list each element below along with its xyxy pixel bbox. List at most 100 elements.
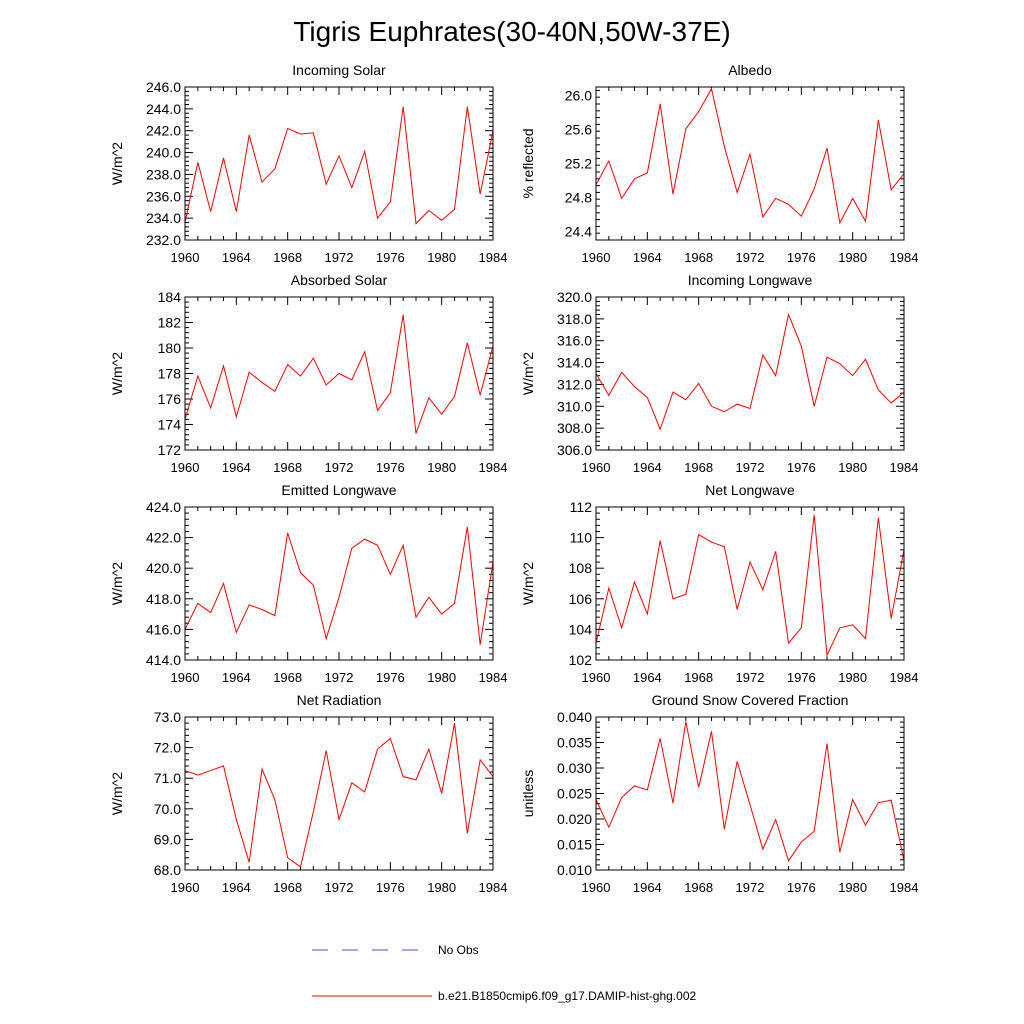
y-tick-label: 312.0 (557, 376, 592, 392)
x-tick-label: 1968 (684, 880, 713, 895)
x-tick-label: 1968 (684, 460, 713, 475)
legend-label-model: b.e21.B1850cmip6.f09_g17.DAMIP-hist-ghg.… (438, 989, 696, 1003)
x-tick-label: 1960 (171, 250, 200, 265)
x-tick-label: 1960 (171, 670, 200, 685)
x-tick-label: 1960 (582, 460, 611, 475)
y-tick-label: 416.0 (146, 621, 181, 637)
series-line (595, 514, 905, 658)
y-tick-label: 112 (570, 499, 593, 515)
x-tick-label: 1968 (684, 250, 713, 265)
plot-frame (184, 86, 494, 241)
x-tick-label: 1964 (633, 880, 662, 895)
y-axis-label: % reflected (520, 128, 536, 198)
x-tick-label: 1980 (427, 880, 456, 895)
x-tick-label: 1960 (171, 460, 200, 475)
y-tick-label: 24.8 (565, 190, 592, 206)
x-tick-label: 1984 (890, 460, 919, 475)
chart-panels: Incoming Solar W/m^2 1960 1964 1968 1972 1976 1… (109, 62, 918, 895)
chart-panel: Incoming Solar W/m^2 1960 1964 1968 1972 1976 1… (109, 62, 507, 265)
y-tick-label: 172 (158, 442, 182, 458)
y-tick-label: 70.0 (154, 801, 181, 817)
y-tick-label: 26.0 (565, 88, 592, 104)
y-tick-label: 184 (158, 289, 182, 305)
x-tick-label: 1968 (273, 880, 302, 895)
plot-frame (184, 296, 494, 451)
x-tick-label: 1976 (376, 880, 405, 895)
y-tick-label: 424.0 (146, 499, 181, 515)
y-tick-label: 68.0 (154, 862, 181, 878)
legend: No Obs b.e21.B1850cmip6.f09_g17.DAMIP-hi… (312, 943, 696, 1003)
x-tick-label: 1972 (736, 460, 765, 475)
y-tick-label: 240.0 (146, 145, 181, 161)
y-tick-label: 0.025 (557, 786, 592, 802)
x-tick-label: 1972 (325, 460, 354, 475)
y-tick-label: 306.0 (557, 442, 592, 458)
x-tick-label: 1964 (222, 250, 251, 265)
x-tick-label: 1972 (325, 250, 354, 265)
x-tick-label: 1976 (376, 670, 405, 685)
x-tick-label: 1964 (222, 880, 251, 895)
series-line (184, 106, 494, 225)
y-axis-label: W/m^2 (109, 142, 125, 185)
x-tick-label: 1964 (222, 460, 251, 475)
panel-title: Emitted Longwave (281, 482, 396, 498)
chart-panel: Incoming Longwave W/m^2 1960 1964 1968 1972 19… (520, 272, 918, 475)
chart-panel: Net Longwave W/m^2 1960 1964 1968 1972 1976 198… (520, 482, 918, 685)
y-tick-label: 320.0 (557, 289, 592, 305)
y-axis-label: W/m^2 (520, 352, 536, 395)
x-tick-label: 1976 (787, 250, 816, 265)
x-tick-label: 1984 (479, 460, 508, 475)
x-tick-label: 1980 (838, 250, 867, 265)
panel-title: Net Radiation (297, 692, 382, 708)
y-tick-label: 0.030 (557, 760, 592, 776)
plot-frame (595, 86, 905, 241)
y-tick-label: 104 (569, 621, 593, 637)
plot-frame (184, 506, 494, 661)
chart-panel: Albedo % reflected 1960 1964 1968 1972 1976 198… (520, 62, 918, 265)
y-tick-label: 69.0 (154, 831, 181, 847)
x-tick-label: 1980 (427, 250, 456, 265)
y-axis-label: W/m^2 (109, 352, 125, 395)
y-tick-label: 418.0 (146, 591, 181, 607)
x-tick-label: 1976 (376, 460, 405, 475)
y-tick-label: 178 (158, 366, 182, 382)
x-tick-label: 1964 (633, 670, 662, 685)
figure-title: Tigris Euphrates(30-40N,50W-37E) (293, 16, 730, 47)
y-tick-label: 102 (569, 652, 593, 668)
series-line (595, 721, 905, 862)
series-line (595, 87, 905, 225)
y-tick-label: 246.0 (146, 79, 181, 95)
x-tick-label: 1976 (787, 670, 816, 685)
y-tick-label: 316.0 (557, 333, 592, 349)
x-tick-label: 1976 (376, 250, 405, 265)
y-tick-label: 71.0 (154, 770, 181, 786)
x-tick-label: 1976 (787, 460, 816, 475)
y-axis-label: W/m^2 (109, 562, 125, 605)
y-tick-label: 314.0 (557, 355, 592, 371)
y-tick-label: 420.0 (146, 560, 181, 576)
y-tick-label: 236.0 (146, 188, 181, 204)
x-tick-label: 1972 (325, 670, 354, 685)
x-tick-label: 1960 (171, 880, 200, 895)
x-tick-label: 1976 (787, 880, 816, 895)
x-tick-label: 1964 (633, 250, 662, 265)
y-axis-label: unitless (520, 770, 536, 817)
x-tick-label: 1984 (890, 250, 919, 265)
y-tick-label: 73.0 (154, 709, 181, 725)
y-tick-label: 318.0 (557, 311, 592, 327)
x-tick-label: 1968 (684, 670, 713, 685)
panel-title: Incoming Solar (292, 62, 386, 78)
x-tick-label: 1980 (838, 880, 867, 895)
y-tick-label: 72.0 (154, 740, 181, 756)
y-tick-label: 24.4 (565, 224, 592, 240)
y-tick-label: 0.020 (557, 811, 592, 827)
panel-title: Ground Snow Covered Fraction (652, 692, 849, 708)
x-tick-label: 1980 (427, 670, 456, 685)
series-line (184, 526, 494, 645)
x-tick-label: 1968 (273, 670, 302, 685)
series-line (184, 314, 494, 434)
y-tick-label: 110 (570, 530, 593, 546)
x-tick-label: 1964 (222, 670, 251, 685)
legend-label-no-obs: No Obs (438, 943, 479, 957)
